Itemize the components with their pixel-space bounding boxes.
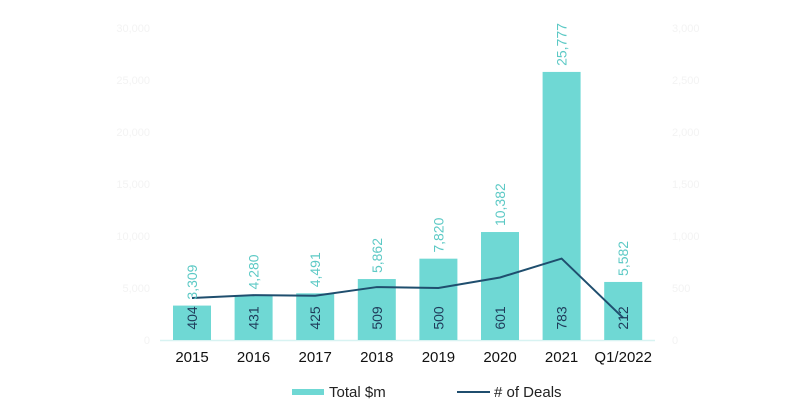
deals-line — [191, 257, 624, 319]
bar-2017 — [296, 293, 335, 340]
bar-value-label: 10,382 — [492, 183, 508, 226]
deal-value-label: 431 — [246, 306, 262, 330]
deal-value-label: 509 — [369, 306, 385, 330]
bar-value-label: 4,491 — [307, 252, 323, 287]
bar-2019 — [419, 258, 458, 340]
left-tick-label: 5,000 — [122, 283, 150, 295]
bar-value-label: 7,820 — [430, 217, 446, 252]
bar-value-label: 4,280 — [246, 254, 262, 289]
category-label: 2021 — [545, 349, 578, 366]
deal-value-label: 425 — [307, 306, 323, 330]
bar-value-label: 25,777 — [554, 23, 570, 66]
data-labels: 3,309 404 4,280 431 4,491 425 5,862 509 7,820 500… — [184, 23, 631, 330]
bar-2021 — [542, 71, 581, 341]
category-label: Q1/2022 — [594, 349, 652, 366]
left-tick-label: 10,000 — [116, 231, 150, 243]
legend-label-deals: # of Deals — [494, 384, 562, 401]
right-tick-label: 2,000 — [672, 127, 700, 139]
right-tick-label: 3,000 — [672, 23, 700, 35]
bar-value-label: 5,862 — [369, 238, 385, 273]
legend-swatch-total — [292, 389, 324, 395]
legend-label-total: Total $m — [329, 384, 386, 401]
category-label: 2019 — [422, 349, 455, 366]
left-tick-label: 30,000 — [116, 23, 150, 35]
bar-2016 — [234, 295, 273, 340]
category-label: 2018 — [360, 349, 393, 366]
bar-2020 — [481, 232, 519, 340]
deal-value-label: 601 — [492, 306, 508, 330]
right-tick-label: 500 — [672, 283, 690, 295]
left-tick-label: 15,000 — [116, 179, 150, 191]
deal-value-label: 783 — [554, 306, 570, 330]
bar-2015 — [173, 305, 211, 340]
x-axis-categories: 2015 2016 2017 2018 2019 2020 2021 Q1/2022 — [175, 349, 652, 366]
category-label: 2016 — [237, 349, 270, 366]
right-tick-label: 2,500 — [672, 75, 700, 87]
right-tick-label: 1,500 — [672, 179, 700, 191]
left-axis-ticks: 0 5,000 10,000 15,000 20,000 25,000 30,000 — [116, 23, 150, 347]
deal-value-label: 404 — [184, 306, 200, 330]
left-tick-label: 20,000 — [116, 127, 150, 139]
deal-value-label: 500 — [430, 306, 446, 330]
legend: Total $m # of Deals — [292, 384, 562, 401]
category-label: 2020 — [483, 349, 516, 366]
left-tick-label: 25,000 — [116, 75, 150, 87]
category-label: 2017 — [299, 349, 332, 366]
right-tick-label: 0 — [672, 335, 678, 347]
right-axis-ticks: 0 500 1,000 1,500 2,000 2,500 3,000 — [672, 23, 700, 347]
deal-value-label: 212 — [615, 306, 631, 330]
bar-value-label: 5,582 — [615, 241, 631, 276]
bar-Q1/2022 — [604, 281, 643, 340]
right-tick-label: 1,000 — [672, 231, 700, 243]
category-label: 2015 — [175, 349, 208, 366]
left-tick-label: 0 — [144, 335, 150, 347]
bars-total — [173, 71, 643, 341]
bar-value-label: 3,309 — [184, 264, 200, 299]
